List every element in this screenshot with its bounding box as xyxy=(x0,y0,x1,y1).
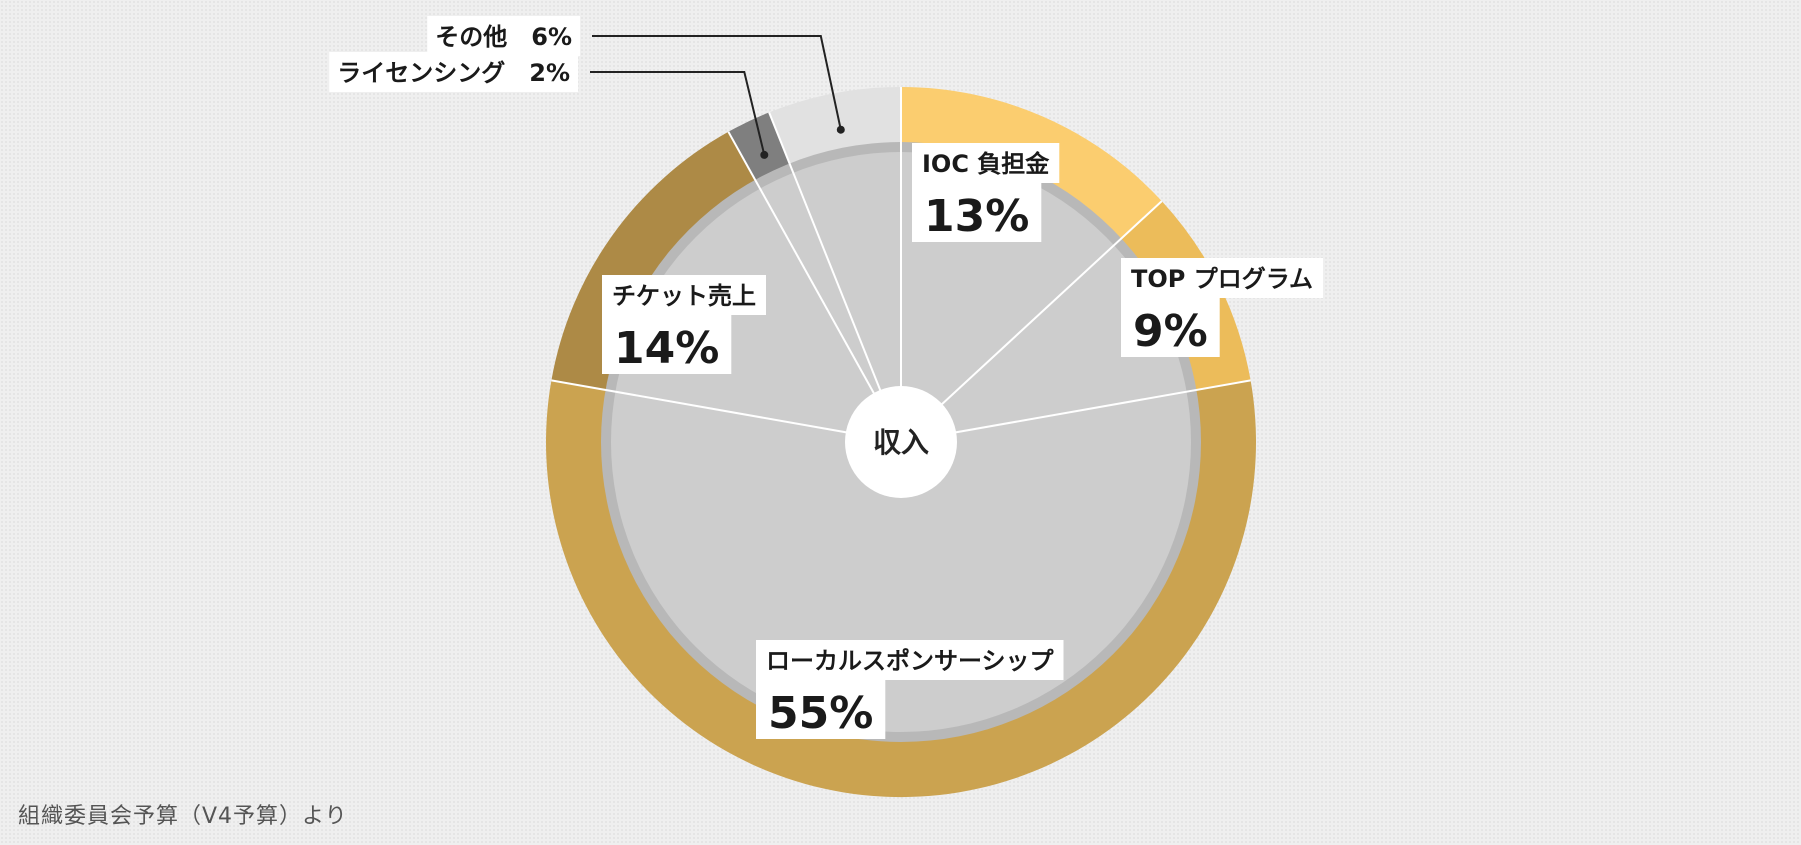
label-box xyxy=(602,275,766,315)
value-box xyxy=(756,680,886,739)
slice-separators xyxy=(551,87,1251,443)
slice-label-text: TOP プログラム xyxy=(1131,265,1313,293)
slice-label-text: IOC 負担金 xyxy=(922,150,1050,178)
slice-label-large: ローカルスポンサーシップ 55% xyxy=(756,640,1064,739)
value-box xyxy=(1121,298,1220,357)
slice-label-callout: ライセンシング 2% xyxy=(329,52,769,159)
slice-separator xyxy=(900,379,1251,443)
slice-label-large: TOP プログラム 9% xyxy=(1121,258,1323,357)
callout-leader-line xyxy=(590,71,766,156)
slice-value-text: 14% xyxy=(614,323,719,374)
callout-box xyxy=(329,52,579,92)
label-box xyxy=(756,640,1064,680)
slice-value-text: 9% xyxy=(1133,306,1208,357)
slice-separator xyxy=(727,131,902,443)
slice-separator xyxy=(900,200,1163,443)
callout-leader-line xyxy=(592,35,842,130)
value-box xyxy=(912,183,1042,242)
slice-value-text: 55% xyxy=(768,688,873,739)
callout-box xyxy=(427,16,581,56)
slice-label-text: ローカルスポンサーシップ xyxy=(766,647,1055,675)
slice-label-large: チケット売上 14% xyxy=(602,275,766,374)
center-label: 収入 xyxy=(873,426,929,459)
slice-separator xyxy=(768,112,902,443)
callout-text: その他 6% xyxy=(435,23,572,51)
slice-separator xyxy=(551,379,902,443)
callout-dot xyxy=(760,150,769,159)
slice-label-text: チケット売上 xyxy=(612,282,756,310)
value-box xyxy=(602,315,732,374)
center-hole xyxy=(845,386,957,498)
callout-text: ライセンシング 2% xyxy=(337,59,570,87)
slice-label-large: IOC 負担金 13% xyxy=(912,143,1060,242)
label-box xyxy=(912,143,1060,183)
source-note: 組織委員会予算（V4予算）より xyxy=(18,804,348,829)
callout-dot xyxy=(836,125,845,134)
slice-value-text: 13% xyxy=(924,191,1029,242)
label-box xyxy=(1121,258,1323,298)
slice-label-callout: その他 6% xyxy=(427,16,845,134)
